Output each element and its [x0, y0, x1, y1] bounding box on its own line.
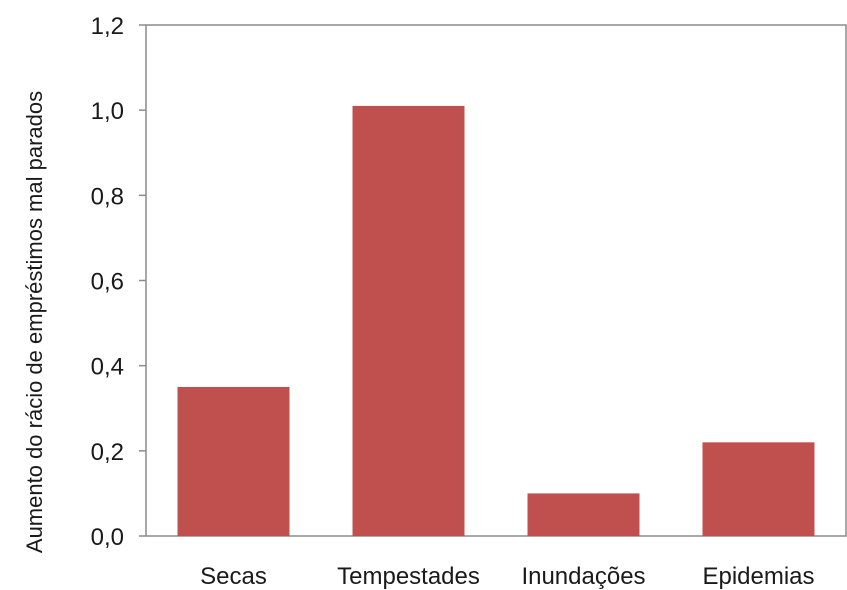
x-category-label: Secas	[200, 563, 267, 590]
x-category-label: Epidemias	[702, 563, 814, 590]
bar-2	[527, 493, 640, 536]
x-category-label: Inundações	[521, 563, 645, 590]
y-axis-ticks: 0,0 0,2 0,4 0,6 0,8 1,0 1,2	[91, 13, 146, 551]
y-tick-label: 0,4	[91, 354, 124, 381]
y-tick-label: 1,0	[91, 98, 124, 125]
y-tick-label: 0,6	[91, 269, 124, 296]
bar-0	[177, 386, 290, 536]
bar-1	[352, 105, 465, 537]
y-tick-label: 0,8	[91, 183, 124, 210]
y-tick-label: 1,2	[91, 13, 124, 40]
bars	[177, 105, 815, 537]
y-tick-label: 0,2	[91, 439, 124, 466]
x-axis-labels: Secas Tempestades Inundações Epidemias	[200, 563, 814, 590]
y-tick-label: 0,0	[91, 524, 124, 551]
y-axis-title: Aumento do rácio de empréstimos mal para…	[22, 91, 47, 553]
x-category-label: Tempestades	[337, 563, 480, 590]
bar-3	[702, 442, 815, 536]
